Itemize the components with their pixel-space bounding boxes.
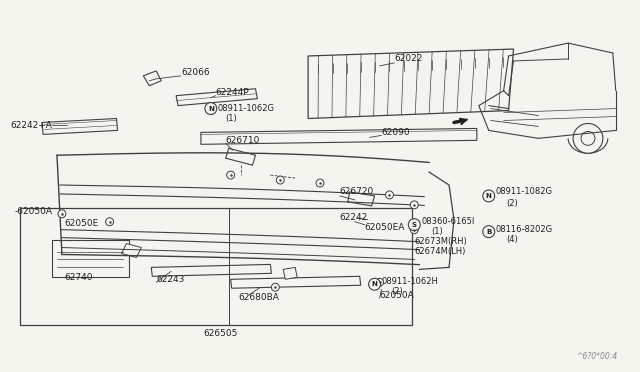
Text: 62242: 62242 [340,213,368,222]
Text: 62680BA: 62680BA [239,293,280,302]
Circle shape [205,103,217,115]
Text: S: S [412,222,417,228]
Text: 08360-6165I: 08360-6165I [421,217,475,226]
Text: 62243: 62243 [156,275,184,284]
Text: 62050A: 62050A [380,291,414,300]
Circle shape [369,278,381,290]
Text: 626505: 626505 [204,329,238,339]
Polygon shape [143,71,161,86]
Text: N: N [486,193,492,199]
Circle shape [227,171,235,179]
Text: 62740: 62740 [64,273,92,282]
Circle shape [410,201,419,209]
Polygon shape [230,276,361,288]
Polygon shape [151,264,271,276]
Circle shape [483,190,495,202]
Text: 62050EA: 62050EA [365,223,405,232]
Polygon shape [176,89,257,106]
FancyBboxPatch shape [52,240,129,277]
Polygon shape [308,49,513,119]
Text: B: B [486,229,492,235]
Text: 62674M(LH): 62674M(LH) [414,247,466,256]
Circle shape [316,179,324,187]
Text: N: N [208,106,214,112]
Text: (2): (2) [392,287,403,296]
Circle shape [573,124,603,153]
Polygon shape [122,244,141,257]
Circle shape [408,219,420,231]
Circle shape [276,176,284,184]
Text: 08116-8202G: 08116-8202G [495,225,553,234]
Text: (1): (1) [431,227,443,236]
Text: (2): (2) [507,199,518,208]
Text: ^6?0*00:4: ^6?0*00:4 [577,352,618,361]
Text: 626720: 626720 [340,187,374,196]
Circle shape [483,226,495,238]
Text: -62050A: -62050A [14,207,52,216]
Polygon shape [201,128,477,144]
Text: N: N [372,281,378,287]
Text: 62090: 62090 [381,128,410,137]
Circle shape [385,191,394,199]
Polygon shape [42,119,118,134]
Circle shape [410,226,419,234]
Text: 62066: 62066 [181,68,210,77]
Polygon shape [284,267,297,279]
Circle shape [376,278,383,286]
Text: 62050E: 62050E [64,219,98,228]
Circle shape [271,283,279,291]
Text: 08911-1082G: 08911-1082G [495,187,553,196]
Text: 08911-1062G: 08911-1062G [218,104,275,113]
Circle shape [106,218,113,226]
Text: 62244P: 62244P [216,88,250,97]
Text: (4): (4) [507,235,518,244]
Circle shape [58,210,66,218]
Text: 626710: 626710 [226,136,260,145]
Text: 08911-1062H: 08911-1062H [381,277,438,286]
Text: 62673M(RH): 62673M(RH) [414,237,467,246]
Text: (1): (1) [226,114,237,123]
Text: 62022: 62022 [394,54,423,64]
Text: 62242+A: 62242+A [10,121,52,130]
Circle shape [581,131,595,145]
